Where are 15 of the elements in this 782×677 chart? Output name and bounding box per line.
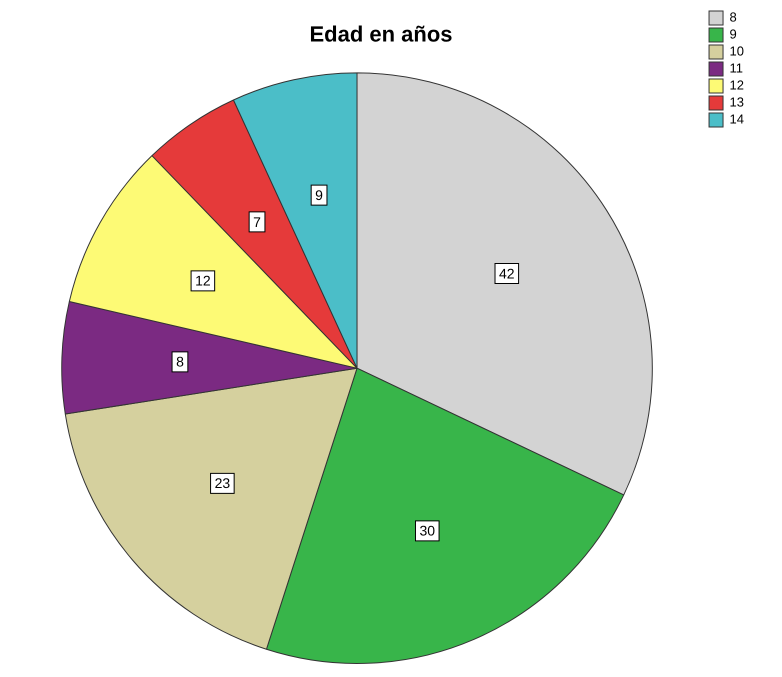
data-label: 12 — [195, 272, 211, 289]
text: Edad en años — [309, 21, 453, 46]
legend-label: 12 — [730, 78, 744, 93]
legend-label: 13 — [730, 94, 744, 110]
legend-label: 10 — [730, 44, 744, 59]
legend-label: 9 — [730, 26, 737, 42]
legend-label: 11 — [730, 60, 744, 76]
data-label: 7 — [253, 214, 262, 230]
data-label: 30 — [419, 522, 436, 539]
data-label: 8 — [176, 354, 184, 370]
legend-label: 8 — [730, 10, 737, 25]
legend-label: 14 — [730, 112, 744, 127]
data-label: 23 — [214, 475, 230, 492]
data-label: 42 — [499, 265, 515, 282]
data-label: 9 — [315, 186, 324, 203]
